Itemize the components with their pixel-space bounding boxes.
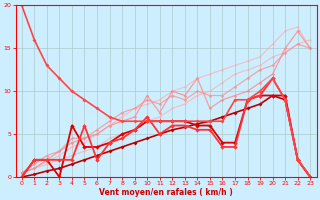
X-axis label: Vent moyen/en rafales ( km/h ): Vent moyen/en rafales ( km/h ) [99, 188, 233, 197]
